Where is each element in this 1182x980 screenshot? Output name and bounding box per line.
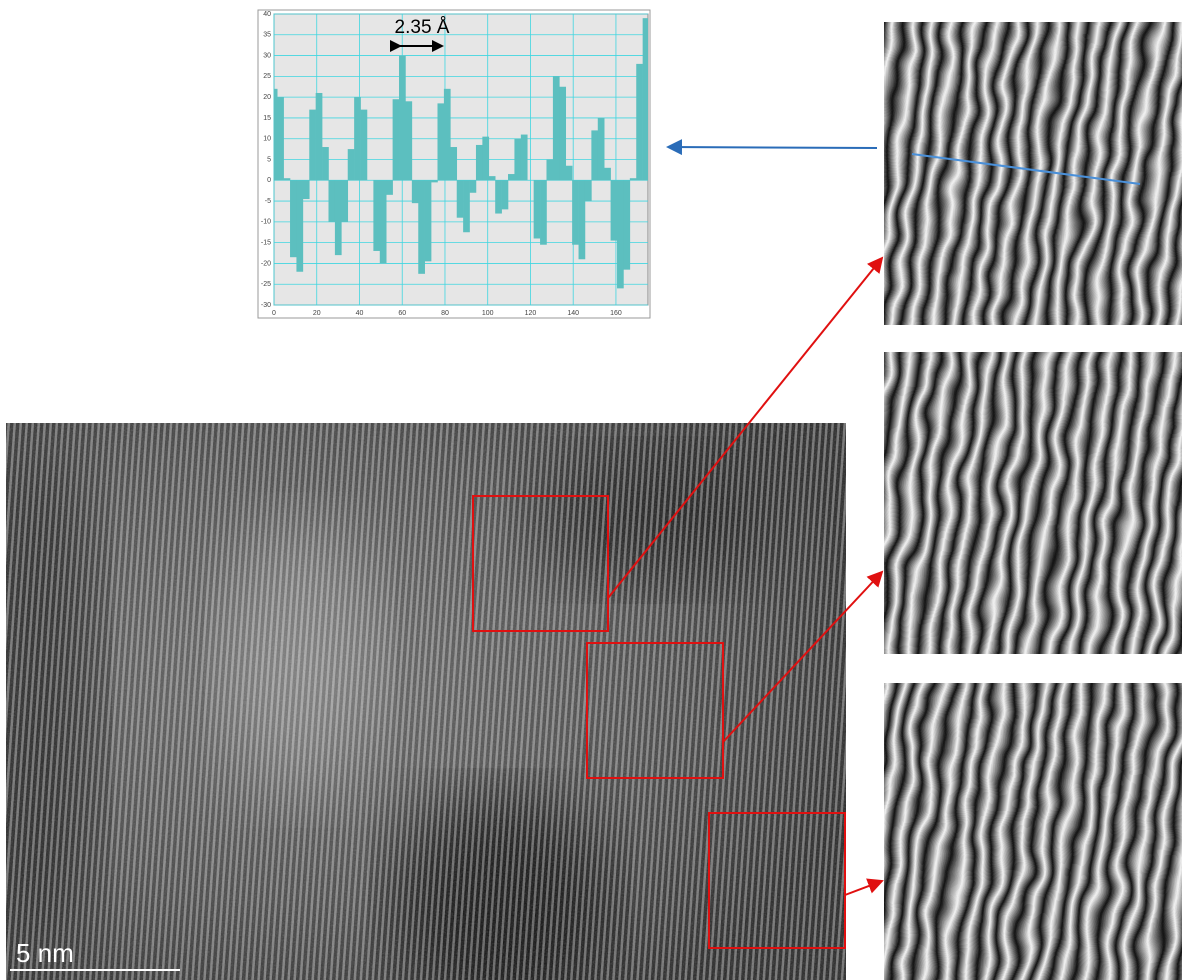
x-tick-label: 0: [272, 310, 276, 317]
bar: [476, 145, 483, 180]
bar: [508, 174, 515, 180]
bar: [284, 178, 291, 180]
bar: [611, 180, 618, 240]
figure: 5 nm -30 -25 -20 -15 -10 -5 0 5 10 15 20 25 30 35 40 0 2…: [0, 0, 1182, 980]
bar: [604, 168, 611, 180]
bar: [450, 147, 457, 180]
bar: [386, 180, 393, 195]
bar: [630, 178, 637, 180]
bar: [412, 180, 419, 203]
y-tick-label: -15: [261, 239, 271, 246]
bar: [405, 101, 412, 180]
tem-image: [0, 423, 846, 980]
bar: [328, 180, 335, 222]
bar: [418, 180, 425, 274]
bar: [470, 180, 477, 192]
bar: [514, 139, 521, 181]
y-tick-label: 10: [263, 136, 271, 143]
y-tick-label: 20: [263, 94, 271, 101]
bar: [617, 180, 624, 288]
bar: [348, 149, 355, 180]
x-tick-label: 100: [482, 310, 494, 317]
y-tick-label: -5: [265, 198, 271, 205]
bar: [277, 97, 284, 180]
bar: [335, 180, 342, 255]
y-tick-label: 35: [263, 32, 271, 39]
bar: [489, 176, 496, 180]
bar: [598, 118, 605, 180]
bar: [341, 180, 348, 222]
bar: [309, 110, 316, 181]
y-tick-label: -25: [261, 281, 271, 288]
bar: [290, 180, 297, 257]
y-tick-label: 25: [263, 73, 271, 80]
bar: [566, 166, 573, 181]
bar: [623, 180, 630, 269]
bar: [546, 160, 553, 181]
bar: [296, 180, 303, 271]
bar: [572, 180, 579, 244]
bar: [579, 180, 586, 259]
bar: [399, 56, 406, 181]
bar: [361, 110, 368, 181]
y-tick-label: 15: [263, 115, 271, 122]
bar: [482, 137, 489, 181]
bar: [393, 99, 400, 180]
bar: [373, 180, 380, 251]
bar: [437, 103, 444, 180]
x-tick-label: 40: [356, 310, 364, 317]
x-tick-label: 120: [525, 310, 537, 317]
x-tick-label: 80: [441, 310, 449, 317]
filtered-panels: [860, 0, 1182, 980]
x-tick-label: 160: [610, 310, 622, 317]
x-tick-label: 60: [398, 310, 406, 317]
y-tick-label: -10: [261, 219, 271, 226]
y-tick-label: 40: [263, 11, 271, 18]
annotation: 2.35 Å: [395, 17, 450, 38]
bar: [457, 180, 464, 217]
bar: [553, 76, 560, 180]
y-tick-label: -20: [261, 260, 271, 267]
bar: [380, 180, 387, 263]
bar: [521, 135, 528, 181]
bar: [303, 180, 310, 199]
bar: [444, 89, 451, 180]
y-tick-label: 5: [267, 156, 271, 163]
bar: [540, 180, 547, 244]
x-tick-label: 140: [567, 310, 579, 317]
bar: [431, 180, 438, 182]
bar: [559, 87, 566, 181]
bar: [585, 180, 592, 201]
bar: [354, 97, 361, 180]
bar: [463, 180, 470, 232]
bar: [495, 180, 502, 213]
y-tick-label: -30: [261, 302, 271, 309]
y-tick-label: 0: [267, 177, 271, 184]
bar: [322, 147, 329, 180]
scale-label: 5 nm: [16, 938, 74, 968]
bar: [636, 64, 643, 180]
x-tick-label: 20: [313, 310, 321, 317]
bar: [502, 180, 509, 209]
bar: [425, 180, 432, 261]
bar: [591, 130, 598, 180]
bar: [316, 93, 323, 180]
y-tick-label: 30: [263, 52, 271, 59]
bar: [534, 180, 541, 238]
